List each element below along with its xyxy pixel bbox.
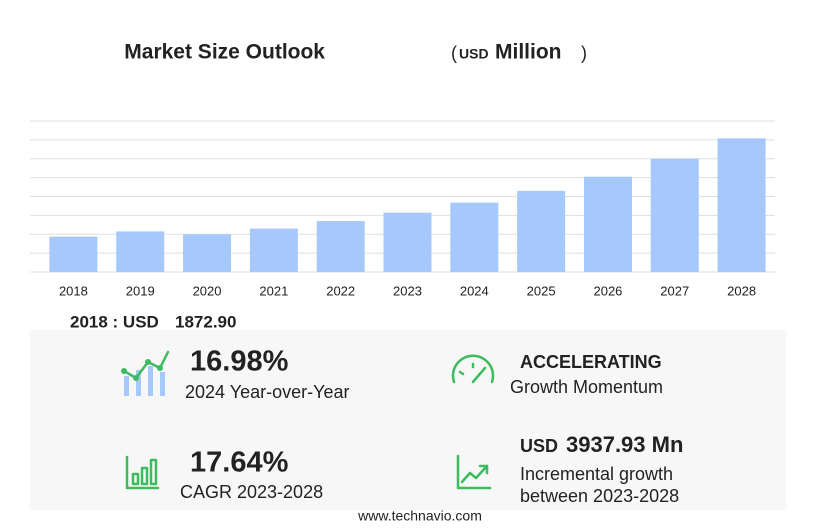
yoy-value: 16.98%	[190, 346, 289, 378]
x-tick-label: 2024	[460, 283, 489, 298]
x-tick-label: 2023	[393, 283, 422, 298]
bar	[717, 138, 766, 272]
bar	[583, 176, 632, 272]
chart-title: Market Size Outlook	[124, 41, 325, 64]
x-tick-label: 2027	[660, 283, 689, 298]
increment-label2: between 2023-2028	[520, 486, 679, 506]
momentum-icon	[451, 354, 495, 384]
bar	[383, 212, 432, 272]
yoy-label: 2024 Year-over-Year	[185, 382, 349, 402]
x-tick-label: 2022	[326, 283, 355, 298]
bar	[316, 221, 365, 272]
plot: 2018 2019 2020 2021 2022 2023 2024 2025 2026 2027…	[30, 120, 775, 298]
unit-open: (	[451, 43, 457, 63]
increment-currency: USD	[520, 436, 558, 456]
footer: www.technavio.com	[357, 508, 482, 524]
base-value: 1872.90	[175, 312, 236, 331]
x-tick-label: 2028	[727, 283, 756, 298]
unit-scale: Million	[495, 41, 562, 64]
increment-value: 3937.93 Mn	[566, 432, 683, 457]
yoy-icon	[121, 350, 170, 396]
unit-currency: USD	[459, 46, 489, 62]
momentum-label: Growth Momentum	[510, 377, 663, 397]
x-tick-label: 2020	[193, 283, 222, 298]
x-tick-label: 2026	[593, 283, 622, 298]
increment-label1: Incremental growth	[520, 464, 673, 484]
cagr-label: CAGR 2023-2028	[180, 482, 323, 502]
bar	[650, 158, 699, 272]
x-tick-label: 2021	[259, 283, 288, 298]
bar	[249, 228, 298, 272]
base-label: 2018 : USD	[70, 312, 159, 331]
bar	[116, 231, 165, 272]
bar	[183, 234, 232, 272]
bar	[49, 236, 98, 272]
cagr-value: 17.64%	[190, 447, 289, 479]
unit-close: )	[581, 43, 587, 63]
bar	[517, 190, 566, 272]
increment-icon	[456, 454, 492, 490]
x-tick-label: 2019	[126, 283, 155, 298]
x-tick-label: 2025	[527, 283, 556, 298]
momentum-value: ACCELERATING	[520, 352, 662, 372]
cagr-icon	[125, 455, 160, 490]
x-tick-label: 2018	[59, 283, 88, 298]
bar	[450, 202, 499, 272]
